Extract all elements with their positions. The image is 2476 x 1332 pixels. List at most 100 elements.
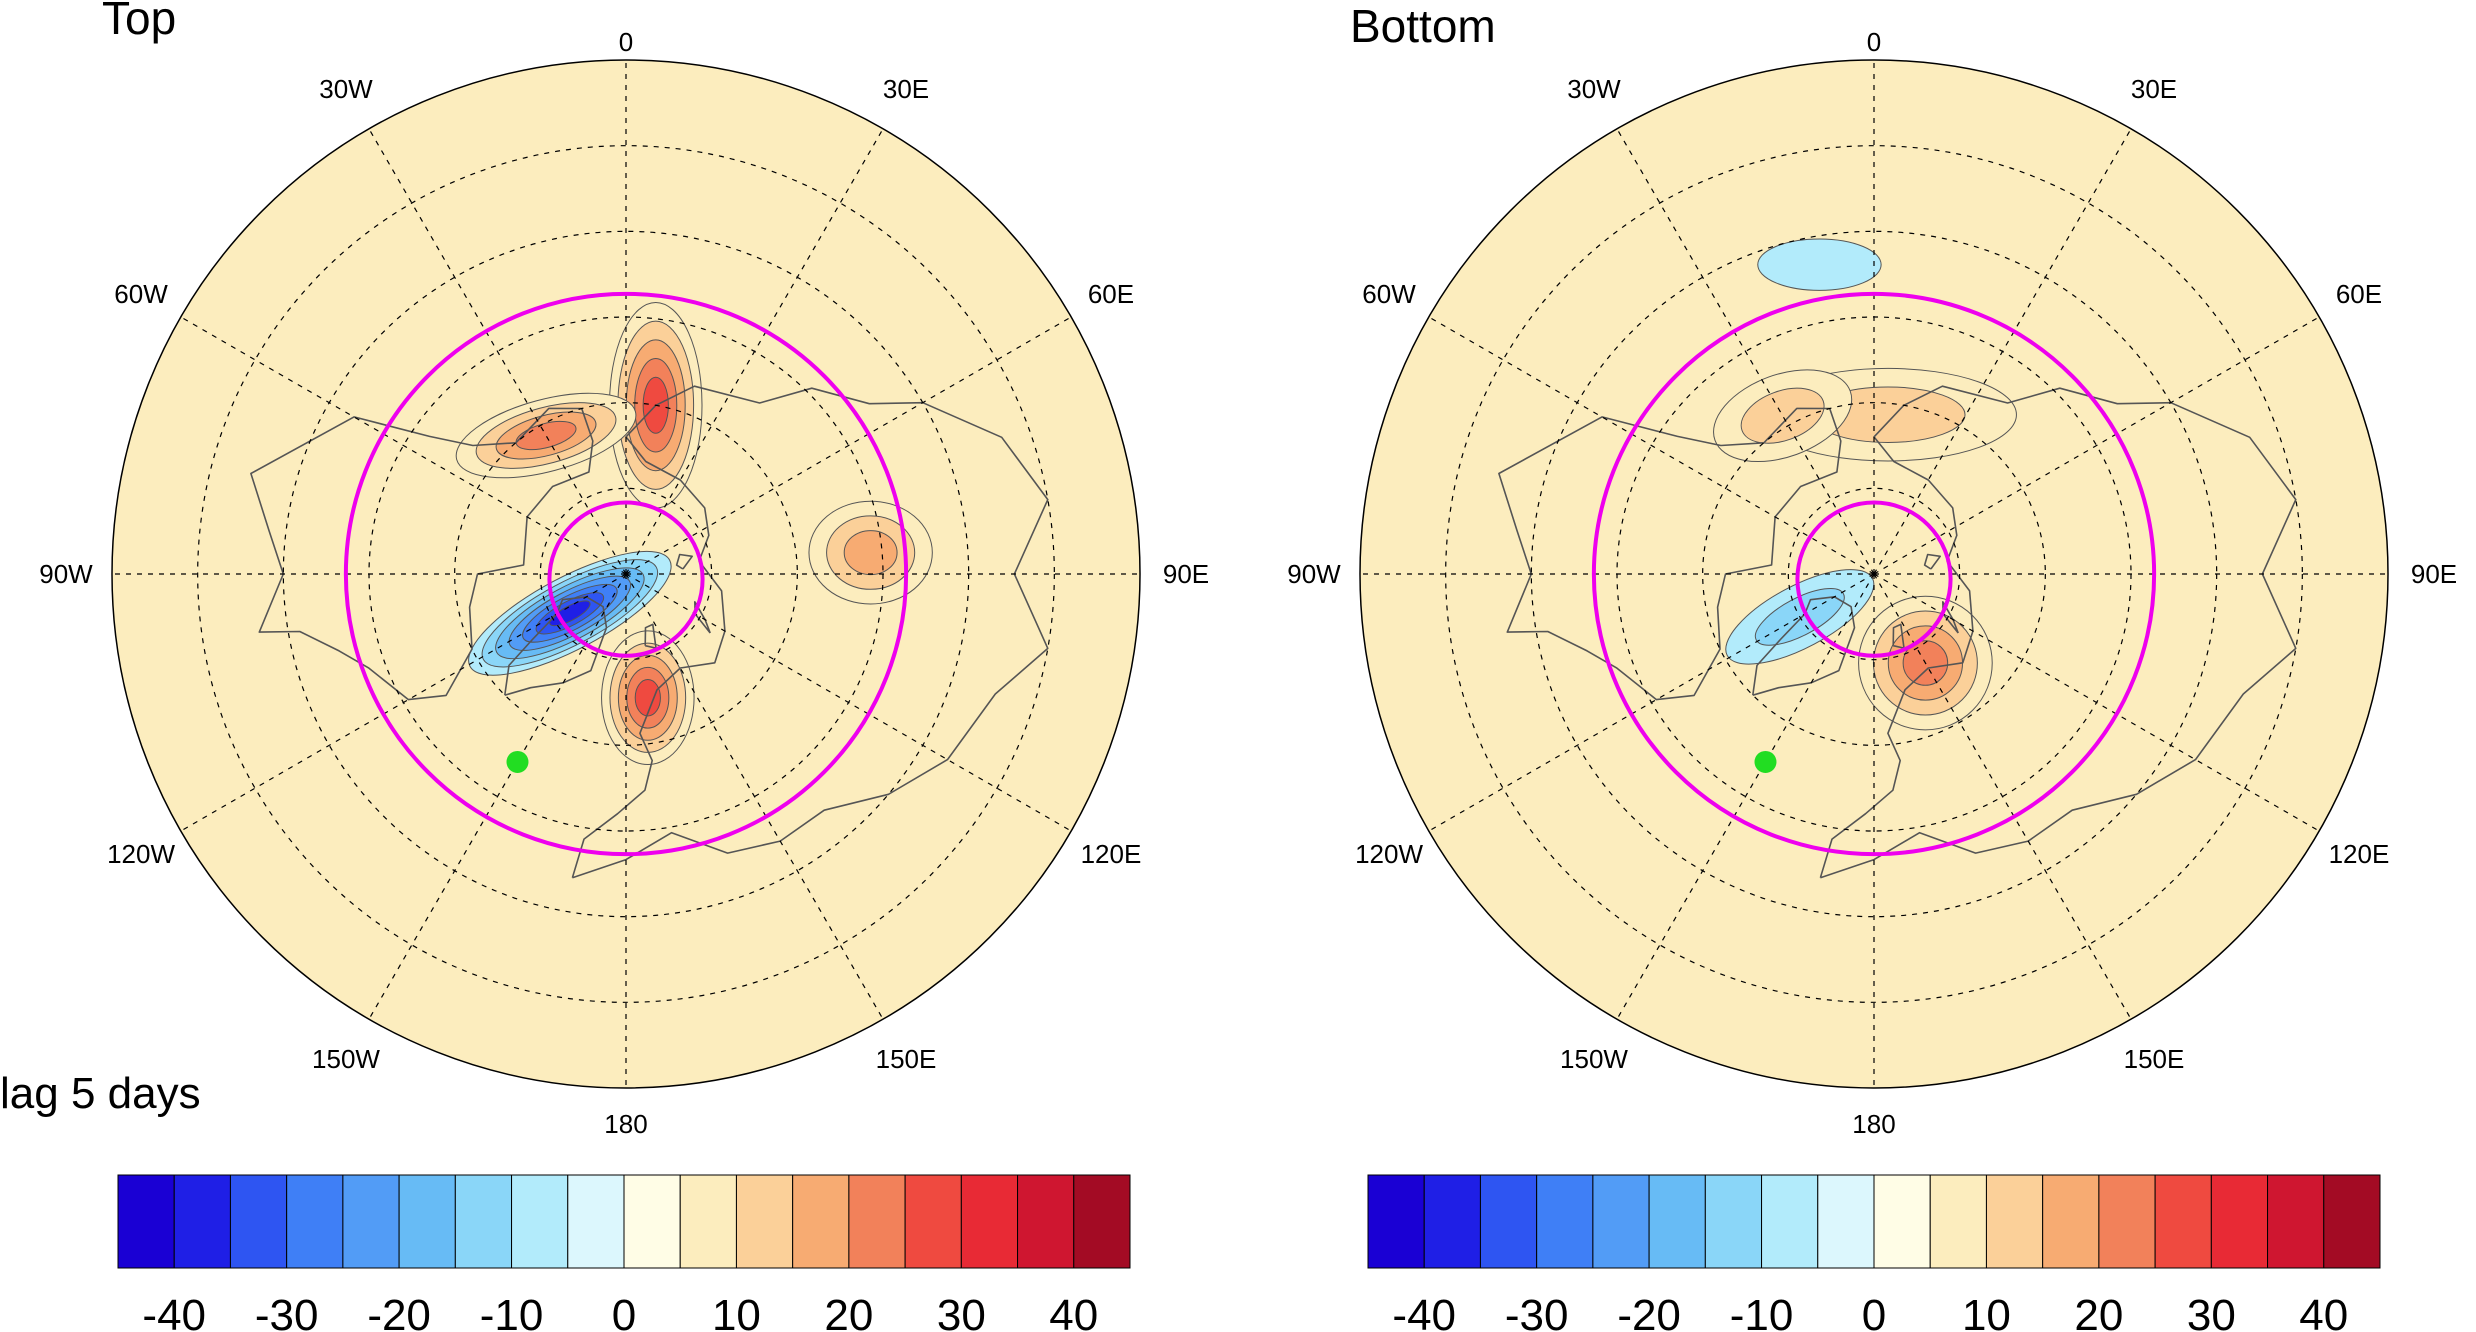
latitude-circle [1702,402,2046,746]
colorbar-swatch [511,1174,569,1269]
colorbar-swatch [1817,1174,1875,1269]
longitude-label: 60W [1362,279,1416,309]
colorbar-swatch [2267,1174,2325,1269]
map-panel-top: 0 30W 60W 90W 120W 150W 180 150E 120E 90E 60E 30E T… [39,0,1209,1139]
map-boundary [111,59,1141,1089]
graticule [112,60,1140,1088]
latitude-circle [454,402,798,746]
longitude-label: 90W [39,559,93,589]
longitude-label: 120E [1081,839,1142,869]
longitude-label: 150E [2124,1044,2185,1074]
panel-title: Bottom [1350,0,1496,52]
colorbar-swatch [1479,1174,1538,1269]
colorbar-tick-label: 10 [712,1291,761,1332]
longitude-labels: 0 30W 60W 90W 120W 150W 180 150E 120E 90E 60E 30E [1287,27,2457,1139]
reference-circle-inner [547,500,705,658]
lag-label: lag 5 days [0,1069,201,1118]
coastline [1498,407,1842,701]
colorbar-swatch [454,1174,513,1269]
colorbar-swatch [1985,1174,2044,1269]
colorbar-tick-label: -20 [1617,1291,1681,1332]
meridian [625,128,884,575]
colorbar-swatch [2154,1174,2212,1269]
colorbar-swatch [1704,1174,1763,1269]
colorbar-swatch [1592,1174,1650,1269]
longitude-label: 120W [1355,839,1423,869]
meridian [1616,573,1875,1020]
longitude-label: 90W [1287,559,1341,589]
longitude-label: 30E [2131,74,2177,104]
coastline [1819,385,2297,879]
meridian [180,316,627,575]
colorbar-swatch [286,1174,344,1269]
colorbar-swatch [1073,1174,1131,1269]
longitude-label: 180 [1852,1109,1895,1139]
colorbar-tick-label: -40 [142,1291,206,1332]
colorbar-tick-label: 0 [1862,1291,1886,1332]
longitude-label: 0 [619,27,633,57]
coastline [571,385,1049,879]
reference-circle-outer [1591,291,2157,857]
colorbar-swatch [1536,1174,1594,1269]
meridian [1873,128,2132,575]
colorbar-swatch [792,1174,850,1269]
meridian [1873,316,2320,575]
colorbar-swatch [342,1174,400,1269]
latitude-circle [197,145,1055,1003]
longitude-label: 150W [1560,1044,1628,1074]
colorbar-swatch [2098,1174,2156,1269]
colorbar-tick-label: 40 [1049,1291,1098,1332]
colorbar-swatch [2323,1174,2381,1269]
map-boundary [1359,59,2389,1089]
colorbar-swatch [398,1174,456,1269]
meridian [1428,573,1875,832]
map-panel-bottom: 0 30W 60W 90W 120W 150W 180 150E 120E 90E 60E 30E B… [1287,0,2457,1139]
colorbar-swatch [904,1174,962,1269]
colorbar-swatch [1017,1174,1075,1269]
colorbar-tick-label: 20 [824,1291,873,1332]
colorbar-tick-label: -30 [255,1291,319,1332]
colorbar-swatch [1929,1174,1987,1269]
meridian [1616,128,1875,575]
coastline [250,407,594,701]
coastlines [1498,385,2297,879]
reference-circles [1591,291,2157,857]
meridian [625,573,1072,832]
longitude-label: 120E [2329,839,2390,869]
colorbar-tick-label: 40 [2299,1291,2348,1332]
colorbar-swatch [229,1174,288,1269]
colorbar-tick-label: 0 [612,1291,636,1332]
colorbar-swatch [679,1174,737,1269]
anomaly-field [455,301,933,766]
colorbar-tick-label: 20 [2074,1291,2123,1332]
longitude-label: 150W [312,1044,380,1074]
longitude-label: 120W [107,839,175,869]
reference-circle-inner [1795,500,1953,658]
contour-band [1740,387,1825,444]
latitude-circle [1787,487,1961,661]
contour-band [634,679,661,717]
colorbar-swatch [2210,1174,2269,1269]
longitude-label: 30E [883,74,929,104]
graticule [1360,60,2388,1088]
colorbar-swatch [848,1174,906,1269]
meridian [368,128,627,575]
green-dot-marker [1754,750,1777,773]
colorbar-swatch [117,1174,175,1269]
latitude-circle [539,487,713,661]
longitude-label: 30W [1567,74,1621,104]
colorbar-swatch [2042,1174,2100,1269]
colorbar-swatch [173,1174,231,1269]
contour-band [1757,238,1882,291]
meridian [1873,573,2132,1020]
panel-title: Top [102,0,176,44]
colorbar-tick-label: -10 [1730,1291,1794,1332]
colorbar-right: -40 -30 -20 -10 0 10 20 30 40 [1367,1174,2381,1332]
meridian [625,573,884,1020]
colorbar-swatch [1648,1174,1706,1269]
longitude-label: 0 [1867,27,1881,57]
coastline [504,596,608,696]
meridian [180,573,627,832]
colorbar-tick-label: 30 [2187,1291,2236,1332]
